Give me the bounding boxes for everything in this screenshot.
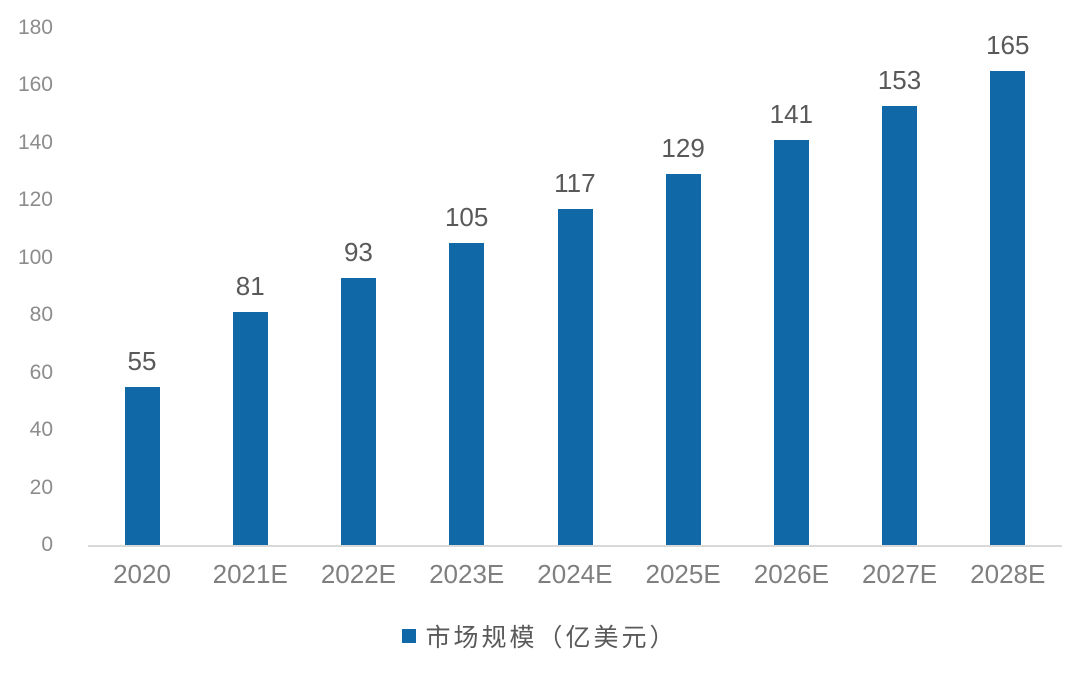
bar-2020 [124,387,160,545]
y-tick-label: 40 [29,418,53,442]
x-tick-label-2021E: 2021E [212,559,288,589]
bar-2028E [990,71,1026,545]
y-tick-label: 180 [17,16,53,39]
x-tick-label-2025E: 2025E [645,559,721,589]
y-tick-label: 0 [41,533,53,556]
bar-2025E [665,174,701,545]
value-label-2025E: 129 [661,133,705,164]
value-label-2021E: 81 [235,271,265,302]
bar-2026E [773,140,809,545]
y-tick-label: 140 [17,130,53,154]
value-label-2024E: 117 [554,167,596,198]
y-tick-label: 120 [17,188,53,212]
value-label-2020: 55 [127,346,157,377]
x-tick-label-2020: 2020 [113,559,171,589]
bar-2023E [449,243,485,545]
value-label-2023E: 105 [444,202,489,233]
value-label-2028E: 165 [986,30,1030,61]
y-tick-label: 60 [29,360,53,384]
bar-2022E [341,277,377,545]
bar-2021E [232,312,268,545]
bar-2027E [882,105,918,545]
value-label-2022E: 93 [343,236,373,267]
y-tick-label: 80 [29,303,53,327]
value-label-2026E: 141 [769,99,814,130]
bar-2024E [557,208,593,545]
x-tick-label-2028E: 2028E [970,559,1046,589]
x-tick-label-2027E: 2027E [861,559,938,589]
y-tick-label: 160 [17,73,53,97]
y-tick-label: 20 [29,475,53,499]
y-tick-label: 100 [17,245,53,269]
x-tick-label-2023E: 2023E [429,559,505,589]
value-label-2027E: 153 [877,64,922,95]
legend-label: 市场规模（亿美元） [425,625,678,652]
legend: 市场规模（亿美元） [0,618,1080,654]
x-axis-line [88,545,1062,547]
x-tick-label-2026E: 2026E [753,559,829,589]
legend-swatch-icon [402,629,417,643]
x-tick-label-2022E: 2022E [320,559,397,589]
x-tick-label-2024E: 2024E [537,559,613,589]
